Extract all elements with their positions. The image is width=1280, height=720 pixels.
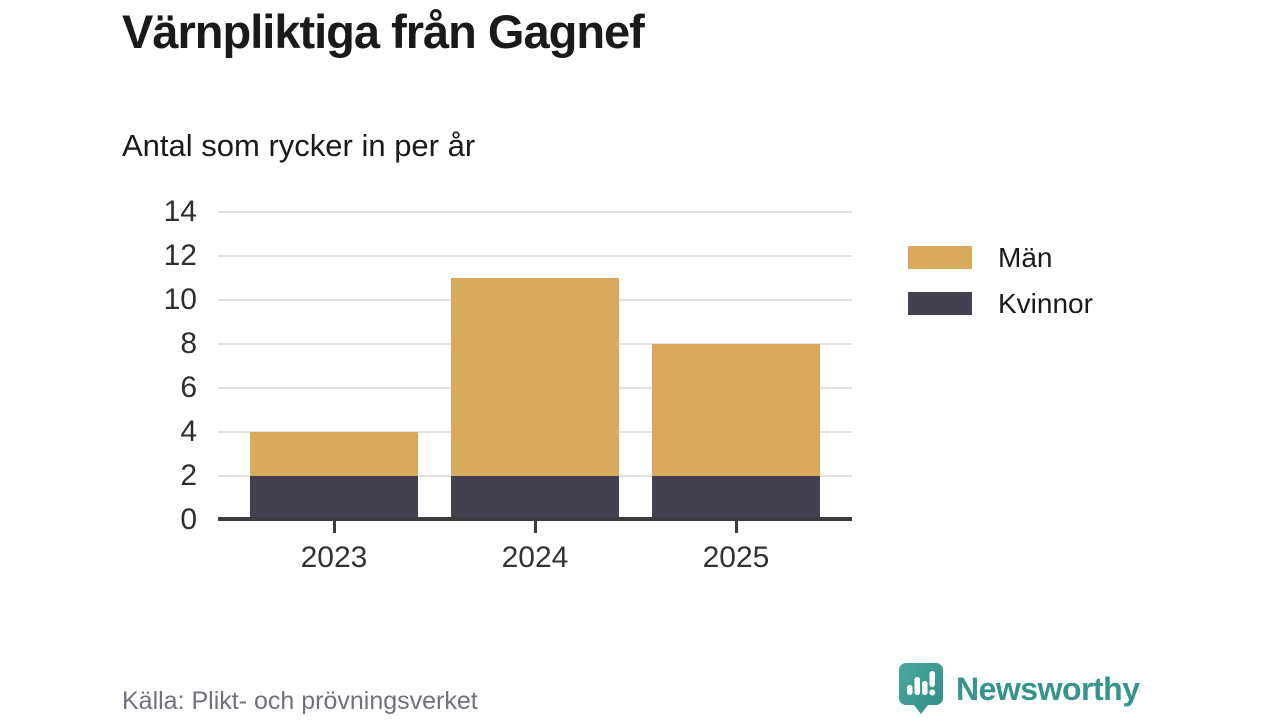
x-axis-tick-label: 2025	[702, 541, 770, 574]
y-axis-tick-label: 12	[163, 239, 197, 272]
y-axis-tick-label: 8	[180, 327, 197, 360]
bar-2025-kvinnor	[652, 476, 820, 520]
legend-label-män: Män	[998, 241, 1053, 273]
bar-2023-män	[250, 432, 418, 476]
x-axis-line	[218, 517, 852, 521]
chart-title: Värnpliktiga från Gagnef	[122, 5, 645, 58]
x-axis-tick	[332, 521, 336, 533]
gridline-y14	[218, 211, 852, 213]
bar-2024-män	[451, 278, 619, 476]
x-axis-tick-label: 2023	[300, 541, 368, 574]
gridline-y12	[218, 255, 852, 257]
y-axis-tick-label: 10	[163, 283, 197, 316]
y-axis-tick-label: 2	[180, 459, 197, 492]
source-note: Källa: Plikt- och prövningsverket	[122, 687, 478, 715]
y-axis-tick-label: 6	[180, 371, 197, 404]
x-axis-tick	[734, 521, 738, 533]
legend-swatch-män	[908, 246, 972, 269]
x-axis-tick-label: 2024	[501, 541, 569, 574]
newsworthy-wordmark: Newsworthy	[956, 670, 1140, 707]
legend-item-män: Män	[908, 242, 1093, 273]
y-axis-tick-label: 0	[180, 503, 197, 536]
chart-subtitle: Antal som rycker in per år	[122, 128, 476, 163]
x-axis-tick	[533, 521, 537, 533]
legend-swatch-kvinnor	[908, 292, 972, 315]
newsworthy-bubble-icon	[898, 662, 944, 716]
y-axis-tick-label: 14	[163, 195, 197, 228]
chart-legend: Män Kvinnor	[908, 242, 1093, 338]
y-axis-tick-label: 4	[180, 415, 197, 448]
legend-label-kvinnor: Kvinnor	[998, 287, 1093, 319]
newsworthy-logo: Newsworthy	[898, 662, 1140, 716]
bar-2025-män	[652, 344, 820, 476]
bar-2024-kvinnor	[451, 476, 619, 520]
bar-2023-kvinnor	[250, 476, 418, 520]
legend-item-kvinnor: Kvinnor	[908, 288, 1093, 319]
